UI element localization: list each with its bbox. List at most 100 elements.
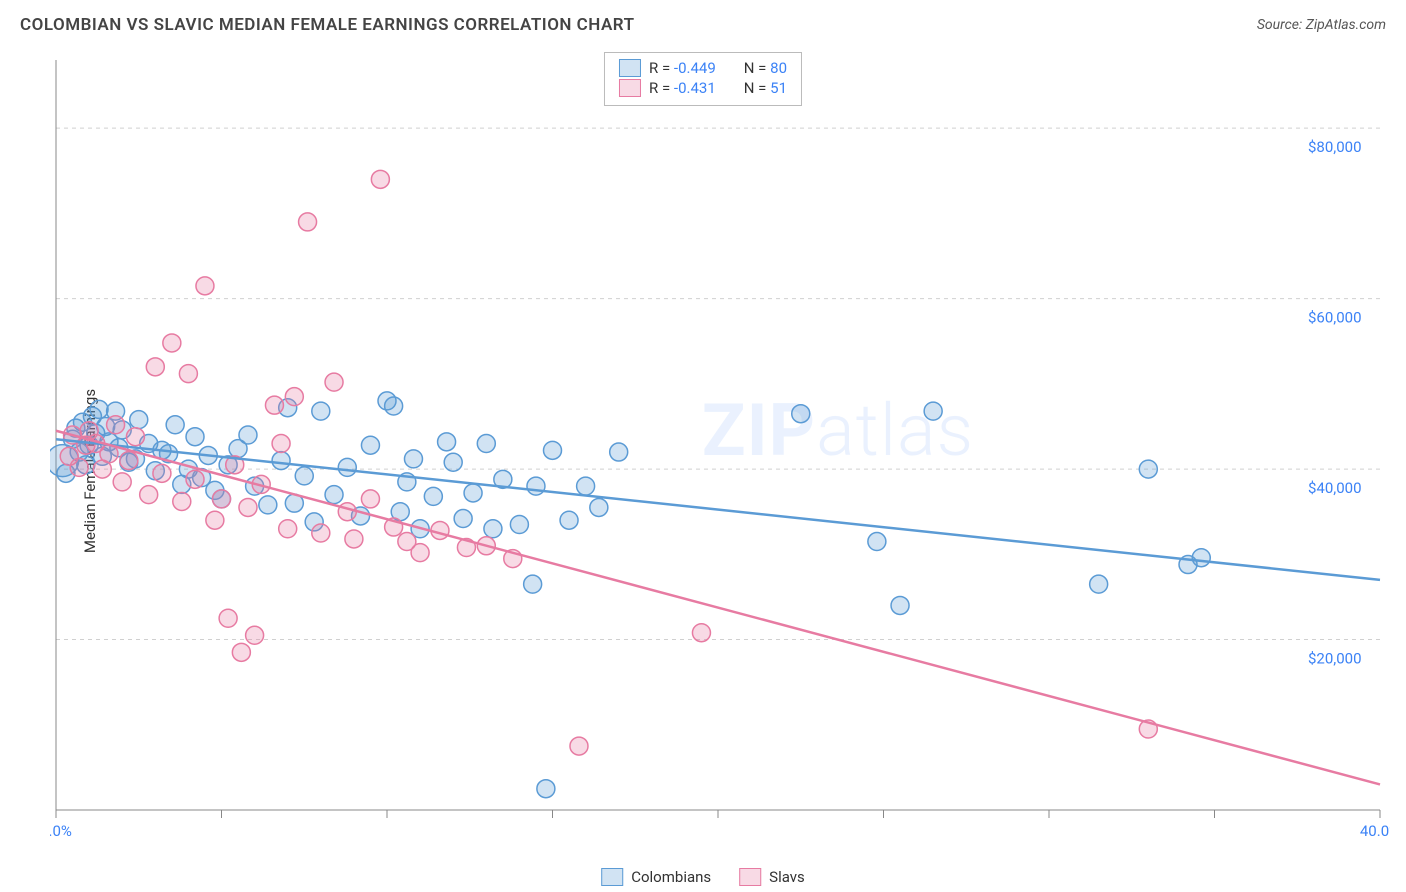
data-point	[325, 373, 343, 391]
data-point	[484, 520, 502, 538]
data-point	[179, 365, 197, 383]
chart-header: COLOMBIAN VS SLAVIC MEDIAN FEMALE EARNIN…	[0, 0, 1406, 50]
data-point	[868, 533, 886, 551]
source-name: ZipAtlas.com	[1306, 17, 1386, 33]
data-point	[577, 477, 595, 495]
data-point	[560, 511, 578, 529]
data-point	[570, 737, 588, 755]
data-point	[411, 544, 429, 562]
data-point	[312, 402, 330, 420]
data-point	[120, 452, 138, 470]
chart-source: Source: ZipAtlas.com	[1257, 17, 1386, 33]
legend-r: R = -0.431	[649, 79, 716, 97]
legend-swatch	[619, 59, 641, 77]
data-point	[325, 486, 343, 504]
legend-n: N = 80	[744, 59, 787, 77]
data-point	[1090, 575, 1108, 593]
legend-item: Slavs	[739, 868, 805, 886]
data-point	[454, 510, 472, 528]
data-point	[239, 498, 257, 516]
chart-title: COLOMBIAN VS SLAVIC MEDIAN FEMALE EARNIN…	[20, 15, 635, 35]
data-point	[232, 643, 250, 661]
y-tick-label: $80,000	[1308, 138, 1362, 156]
source-prefix: Source:	[1257, 17, 1306, 33]
data-point	[692, 624, 710, 642]
legend-swatch	[619, 79, 641, 97]
data-point	[126, 428, 144, 446]
data-point	[146, 358, 164, 376]
legend-item: Colombians	[601, 868, 711, 886]
y-tick-label: $20,000	[1308, 650, 1362, 668]
data-point	[186, 428, 204, 446]
data-point	[477, 435, 495, 453]
data-point	[1192, 549, 1210, 567]
legend-row: R = -0.449 N = 80	[619, 59, 787, 77]
data-point	[163, 334, 181, 352]
data-point	[166, 416, 184, 434]
data-point	[338, 458, 356, 476]
data-point	[404, 450, 422, 468]
data-point	[444, 453, 462, 471]
data-point	[371, 170, 389, 188]
data-point	[338, 503, 356, 521]
data-point	[130, 411, 148, 429]
data-point	[295, 467, 313, 485]
data-point	[524, 575, 542, 593]
data-point	[610, 443, 628, 461]
legend-r: R = -0.449	[649, 59, 716, 77]
scatter-plot: $20,000 $40,000 $60,000 $80,000 ZIPatlas 0.0%…	[50, 50, 1390, 850]
legend-row: R = -0.431 N = 51	[619, 79, 787, 97]
x-tick-label: 40.0%	[1360, 822, 1390, 840]
data-point	[299, 213, 317, 231]
data-point	[891, 596, 909, 614]
data-point	[285, 388, 303, 406]
data-point	[70, 458, 88, 476]
legend-label: Slavs	[769, 868, 805, 886]
correlation-legend: R = -0.449 N = 80 R = -0.431 N = 51	[604, 52, 802, 106]
data-point	[385, 397, 403, 415]
data-point	[246, 626, 264, 644]
data-point	[279, 520, 297, 538]
data-point	[1139, 460, 1157, 478]
data-point	[924, 402, 942, 420]
data-point	[140, 486, 158, 504]
data-point	[544, 441, 562, 459]
data-point	[345, 530, 363, 548]
data-point	[107, 416, 125, 434]
data-point	[259, 496, 277, 514]
legend-swatch	[601, 868, 623, 886]
data-point	[438, 433, 456, 451]
data-point	[510, 515, 528, 533]
legend-swatch	[739, 868, 761, 886]
data-point	[196, 277, 214, 295]
legend-label: Colombians	[631, 868, 711, 886]
data-point	[361, 490, 379, 508]
y-tick-label: $40,000	[1308, 479, 1362, 497]
data-point	[424, 487, 442, 505]
data-point	[265, 396, 283, 414]
trend-line	[56, 431, 1380, 785]
data-point	[527, 477, 545, 495]
data-point	[186, 470, 204, 488]
data-point	[113, 473, 131, 491]
y-tick-label: $60,000	[1308, 309, 1362, 327]
data-point	[590, 498, 608, 516]
data-point	[206, 511, 224, 529]
data-point	[792, 405, 810, 423]
data-point	[537, 780, 555, 798]
data-point	[272, 435, 290, 453]
data-point	[464, 484, 482, 502]
data-point	[219, 609, 237, 627]
data-point	[173, 492, 191, 510]
x-tick-label: 0.0%	[50, 822, 72, 840]
watermark: ZIPatlas	[702, 388, 974, 473]
data-point	[361, 436, 379, 454]
data-point	[272, 452, 290, 470]
data-point	[90, 400, 108, 418]
data-point	[213, 490, 231, 508]
data-point	[239, 426, 257, 444]
series-legend: Colombians Slavs	[601, 868, 805, 886]
plot-container: Median Female Earnings $20,000$40,000$60…	[0, 50, 1406, 892]
data-point	[153, 464, 171, 482]
legend-n: N = 51	[744, 79, 787, 97]
